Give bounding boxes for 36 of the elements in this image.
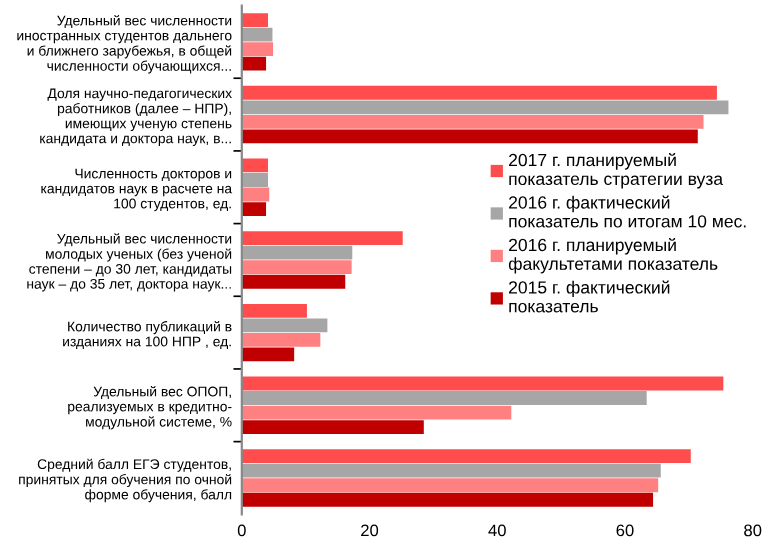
- bar: [241, 42, 274, 57]
- bar: [241, 13, 268, 27]
- bar: [241, 173, 268, 187]
- bar: [241, 245, 353, 260]
- bar: [241, 420, 424, 434]
- bar: [241, 463, 661, 478]
- bar: [241, 376, 724, 391]
- bar: [241, 260, 352, 275]
- x-tick-label: 60: [616, 524, 634, 537]
- bar: [241, 492, 654, 507]
- x-tick-label: 40: [488, 524, 506, 537]
- bar: [241, 100, 729, 115]
- bar: [241, 274, 346, 289]
- bar: [241, 27, 273, 42]
- bar: [241, 114, 704, 129]
- bar: [241, 129, 698, 144]
- x-tick-label: 0: [237, 524, 246, 537]
- legend-label: 2016 г. фактический показатель по итогам 10 мес.: [509, 195, 746, 228]
- bar: [241, 158, 268, 173]
- bar: [241, 478, 659, 493]
- bar: [241, 347, 295, 362]
- bar: [241, 202, 267, 216]
- bar: [241, 449, 691, 464]
- legend-label: 2017 г. планируемый показатель стратегии вуза: [509, 153, 724, 189]
- bar: [241, 231, 403, 246]
- bar: [241, 332, 321, 347]
- bar: [241, 391, 647, 405]
- x-tick-label: 80: [744, 524, 762, 537]
- bar: [241, 318, 328, 333]
- x-tick-label: 20: [361, 524, 379, 537]
- bar: [241, 303, 307, 318]
- bar: [241, 85, 717, 100]
- bar: [241, 56, 267, 71]
- legend-label: 2016 г. планируемый факультетами показатель: [508, 237, 718, 274]
- bar: [241, 405, 512, 420]
- legend-label: 2015 г. фактический показатель: [509, 280, 670, 313]
